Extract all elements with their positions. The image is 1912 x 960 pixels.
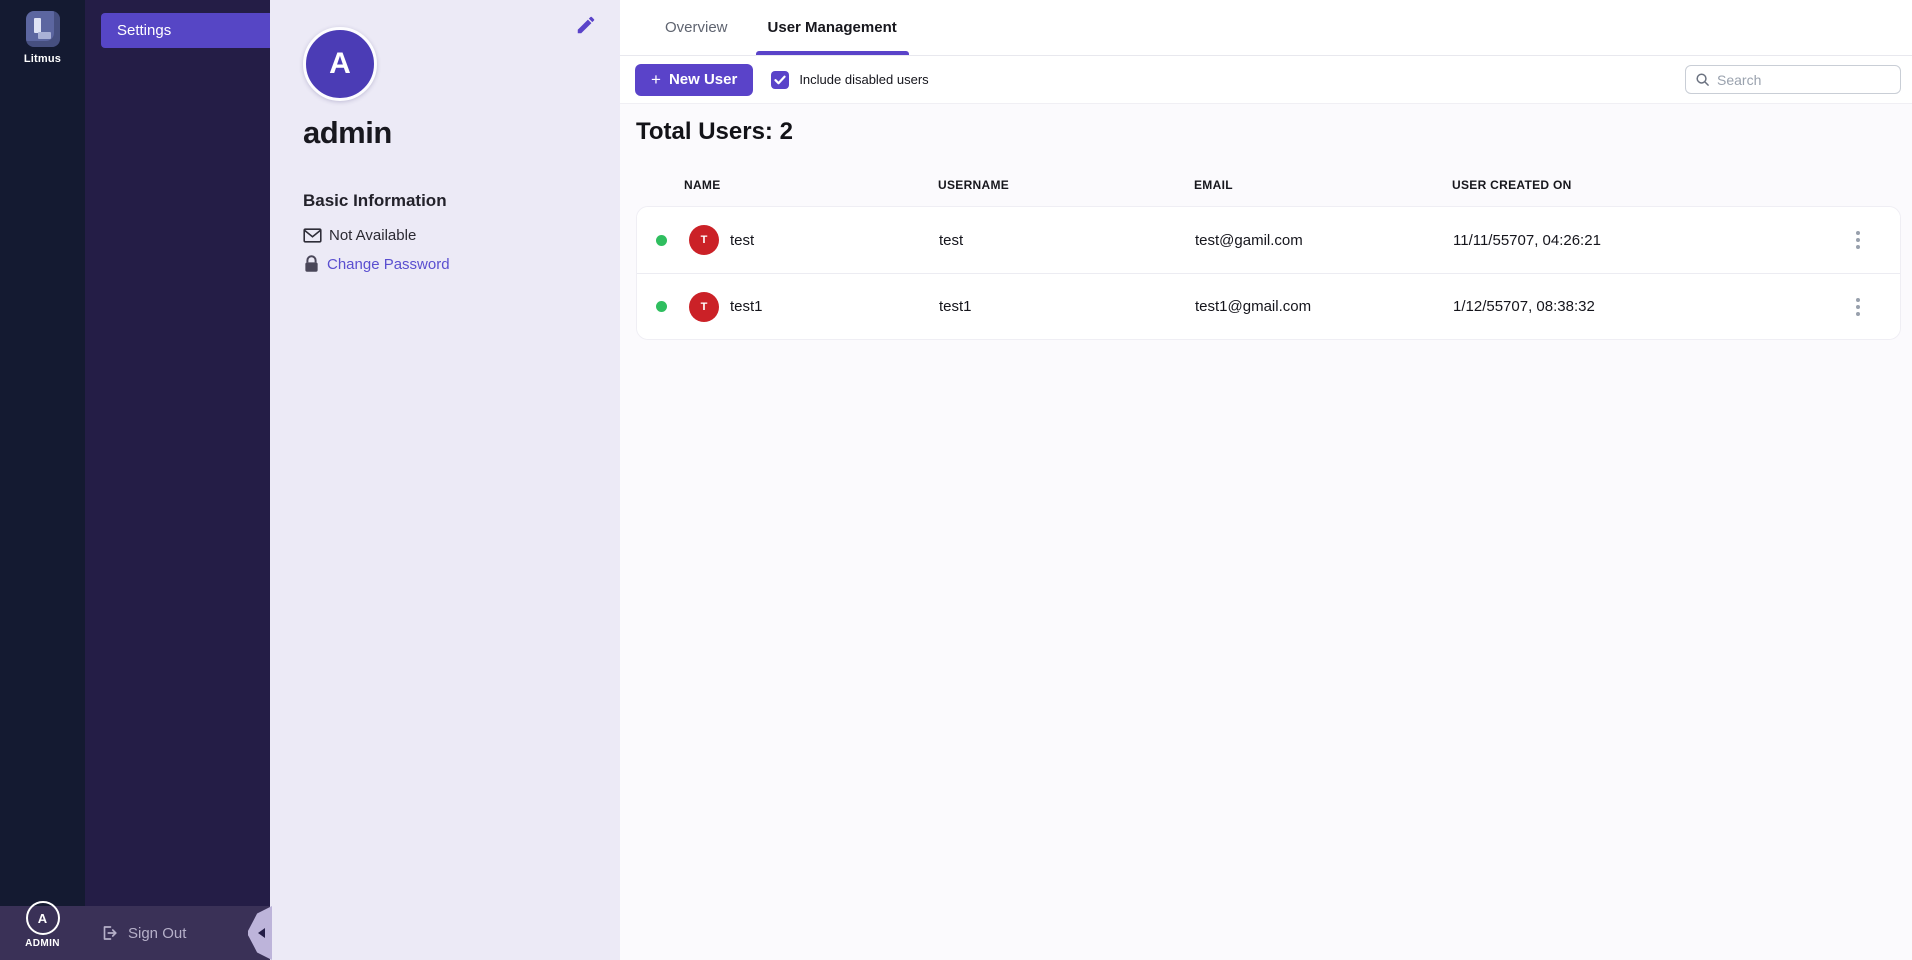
basic-information-heading: Basic Information	[303, 191, 447, 210]
status-cell	[637, 301, 685, 312]
change-password-row[interactable]: Change Password	[303, 255, 592, 273]
tab-bar: Overview User Management	[620, 0, 1912, 56]
main-area: Overview User Management + New User Incl…	[620, 0, 1912, 960]
total-users-heading: Total Users: 2	[636, 118, 793, 145]
new-user-button[interactable]: + New User	[635, 63, 754, 96]
actions-cell	[1815, 225, 1900, 255]
name-cell: T test	[685, 225, 939, 255]
brand-name: Litmus	[23, 53, 62, 65]
user-toolbar: + New User Include disabled users	[620, 56, 1912, 104]
plus-icon: +	[651, 70, 661, 89]
status-active-dot	[655, 301, 667, 312]
actions-cell	[1815, 292, 1900, 322]
profile-panel: A admin Basic Information Not Available …	[270, 0, 620, 960]
sign-out-button[interactable]: Sign Out	[100, 906, 186, 960]
user-name: test1	[730, 298, 763, 315]
edit-profile-button[interactable]	[575, 14, 597, 36]
sidebar-item-label: Settings	[117, 22, 172, 39]
user-list-content: Total Users: 2 NAME USERNAME EMAIL USER …	[620, 104, 1912, 960]
user-username: test	[939, 231, 964, 249]
status-active-dot	[655, 234, 667, 246]
envelope-icon	[303, 228, 322, 243]
user-email: test@gamil.com	[1195, 231, 1303, 249]
brand: Litmus	[0, 0, 85, 65]
sidebar-item-settings[interactable]: Settings	[101, 13, 270, 48]
user-avatar: T	[689, 225, 719, 255]
user-username: test1	[939, 298, 972, 315]
table-header: NAME USERNAME EMAIL USER CREATED ON	[636, 170, 1901, 200]
sidebar-collapse-handle[interactable]	[248, 906, 272, 960]
sidebar-nav: Settings	[85, 0, 270, 960]
lock-icon	[303, 255, 320, 273]
name-cell: T test1	[685, 291, 939, 322]
checkbox-checked-icon[interactable]	[771, 70, 790, 89]
row-menu-kebab-icon[interactable]	[1850, 225, 1866, 255]
user-name: test	[730, 231, 755, 249]
user-email: test1@gmail.com	[1195, 298, 1312, 315]
include-disabled-label: Include disabled users	[799, 72, 929, 87]
sidebar-footer: A ADMIN Sign Out	[0, 901, 272, 960]
status-cell	[637, 234, 685, 246]
column-email: EMAIL	[1194, 178, 1233, 192]
include-disabled-checkbox[interactable]: Include disabled users	[771, 70, 929, 89]
tab-overview[interactable]: Overview	[665, 19, 728, 36]
table-row[interactable]: T test1 test1 test1@gmail.com 1/12/55707…	[637, 273, 1900, 339]
search-input[interactable]	[1717, 71, 1898, 88]
search-icon	[1695, 72, 1710, 87]
pencil-icon	[577, 16, 595, 34]
litmus-logo-icon	[25, 11, 60, 47]
sign-out-label: Sign Out	[128, 924, 187, 942]
email-status: Not Available	[329, 227, 417, 244]
current-user: A ADMIN	[0, 901, 85, 949]
column-created: USER CREATED ON	[1452, 178, 1572, 192]
user-created: 11/11/55707, 04:26:21	[1453, 231, 1601, 249]
user-avatar: T	[689, 291, 719, 322]
table-row[interactable]: T test test test@gamil.com 11/11/55707, …	[637, 207, 1900, 273]
profile-avatar: A	[303, 27, 377, 101]
column-name: NAME	[684, 178, 721, 192]
avatar: A	[25, 901, 60, 935]
profile-name: admin	[303, 115, 392, 150]
sign-out-icon	[100, 924, 118, 942]
new-user-label: New User	[668, 71, 738, 88]
row-menu-kebab-icon[interactable]	[1850, 292, 1866, 322]
change-password-link[interactable]: Change Password	[327, 255, 450, 273]
tab-user-management[interactable]: User Management	[748, 0, 917, 55]
user-table: T test test test@gamil.com 11/11/55707, …	[636, 206, 1901, 340]
user-created: 1/12/55707, 08:38:32	[1453, 298, 1595, 315]
chevron-left-icon	[257, 928, 265, 938]
search-box[interactable]	[1685, 65, 1901, 94]
sidebar-rail: Litmus	[0, 0, 85, 960]
column-username: USERNAME	[938, 178, 1010, 192]
email-row: Not Available	[303, 227, 592, 244]
user-role-label: ADMIN	[25, 938, 60, 949]
